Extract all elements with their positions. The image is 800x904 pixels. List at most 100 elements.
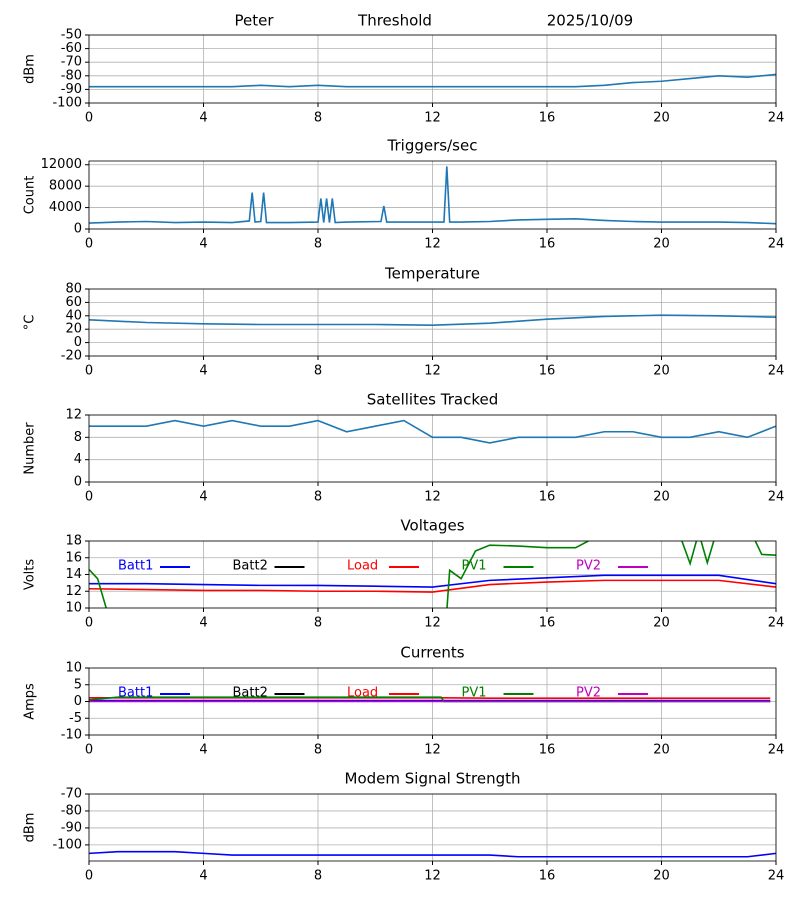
legend-label: Batt2 [233,686,268,701]
x-tick-label: 20 [653,237,670,252]
x-tick-label: 16 [539,616,556,631]
x-tick-label: 12 [424,490,441,505]
x-tick-label: 24 [768,743,785,758]
x-tick-label: 8 [314,490,322,505]
x-tick-label: 4 [199,869,207,884]
x-tick-label: 4 [199,616,207,631]
y-tick-label: 5 [74,677,82,692]
legend-label: Batt2 [233,559,268,574]
x-tick-label: 8 [314,743,322,758]
y-tick-label: -70 [61,55,82,70]
legend-label: Load [347,559,378,574]
y-tick-label: 80 [65,282,82,297]
y-tick-label: 60 [65,295,82,310]
y-axis-label: dBm [23,54,38,84]
x-tick-label: 16 [539,111,556,126]
x-tick-label: 20 [653,490,670,505]
x-tick-label: 16 [539,869,556,884]
y-tick-label: 40 [65,308,82,323]
x-tick-label: 24 [768,869,785,884]
y-tick-label: -90 [61,820,82,835]
x-tick-label: 16 [539,490,556,505]
y-axis-label: °C [23,315,38,331]
x-tick-label: 8 [314,237,322,252]
y-tick-label: 0 [74,475,82,490]
x-tick-label: 16 [539,364,556,379]
y-tick-label: -90 [61,82,82,97]
x-tick-label: 0 [85,490,93,505]
y-tick-label: 10 [65,601,82,616]
legend-label: PV1 [462,559,487,574]
y-tick-label: 10 [65,661,82,676]
legend-label: PV1 [462,686,487,701]
header-text: Threshold [357,12,432,30]
x-tick-label: 12 [424,743,441,758]
x-tick-label: 16 [539,237,556,252]
y-tick-label: 0 [74,222,82,237]
y-axis-label: Amps [23,683,38,720]
x-tick-label: 20 [653,364,670,379]
y-tick-label: 0 [74,694,82,709]
y-tick-label: -50 [61,28,82,43]
y-tick-label: 4000 [49,200,82,215]
x-tick-label: 0 [85,869,93,884]
y-tick-label: 8 [74,430,82,445]
x-tick-label: 20 [653,111,670,126]
header-text: Peter [234,12,274,30]
x-tick-label: 16 [539,743,556,758]
panel-title: Currents [400,644,464,662]
x-tick-label: 4 [199,490,207,505]
y-tick-label: 12000 [41,157,82,172]
x-tick-label: 12 [424,869,441,884]
x-tick-label: 4 [199,111,207,126]
y-tick-label: -5 [69,711,82,726]
x-tick-label: 24 [768,616,785,631]
y-tick-label: -70 [61,787,82,802]
y-tick-label: 12 [65,584,82,599]
header-text: 2025/10/09 [547,12,633,30]
x-tick-label: 0 [85,237,93,252]
x-tick-label: 0 [85,743,93,758]
x-tick-label: 12 [424,111,441,126]
x-tick-label: 8 [314,869,322,884]
y-tick-label: 20 [65,322,82,337]
y-tick-label: -80 [61,68,82,83]
x-tick-label: 4 [199,364,207,379]
y-tick-label: 4 [74,452,82,467]
legend-label: PV2 [576,559,601,574]
x-tick-label: 8 [314,616,322,631]
legend-label: PV2 [576,686,601,701]
x-tick-label: 20 [653,616,670,631]
y-axis-label: Count [23,176,38,215]
y-tick-label: -60 [61,41,82,56]
x-tick-label: 12 [424,237,441,252]
y-tick-label: -100 [52,96,82,111]
y-tick-label: -20 [61,349,82,364]
x-tick-label: 24 [768,111,785,126]
y-tick-label: 8000 [49,179,82,194]
y-tick-label: 14 [65,567,82,582]
y-tick-label: -10 [61,728,82,743]
y-tick-label: 12 [65,408,82,423]
y-tick-label: 16 [65,550,82,565]
x-tick-label: 8 [314,111,322,126]
x-tick-label: 24 [768,364,785,379]
legend-label: Batt1 [118,686,153,701]
x-tick-label: 20 [653,869,670,884]
y-axis-label: Number [23,422,38,475]
x-tick-label: 4 [199,237,207,252]
panel-title: Temperature [384,265,480,283]
panel-title: Voltages [400,517,464,535]
x-tick-label: 12 [424,616,441,631]
x-tick-label: 24 [768,490,785,505]
panel: Satellites Tracked Number 0 4 8 12 16 20 24 0 4 8 12 [23,391,785,505]
x-tick-label: 4 [199,743,207,758]
x-tick-label: 12 [424,364,441,379]
panel-title: Triggers/sec [387,137,478,155]
panel-title: Satellites Tracked [367,391,498,409]
